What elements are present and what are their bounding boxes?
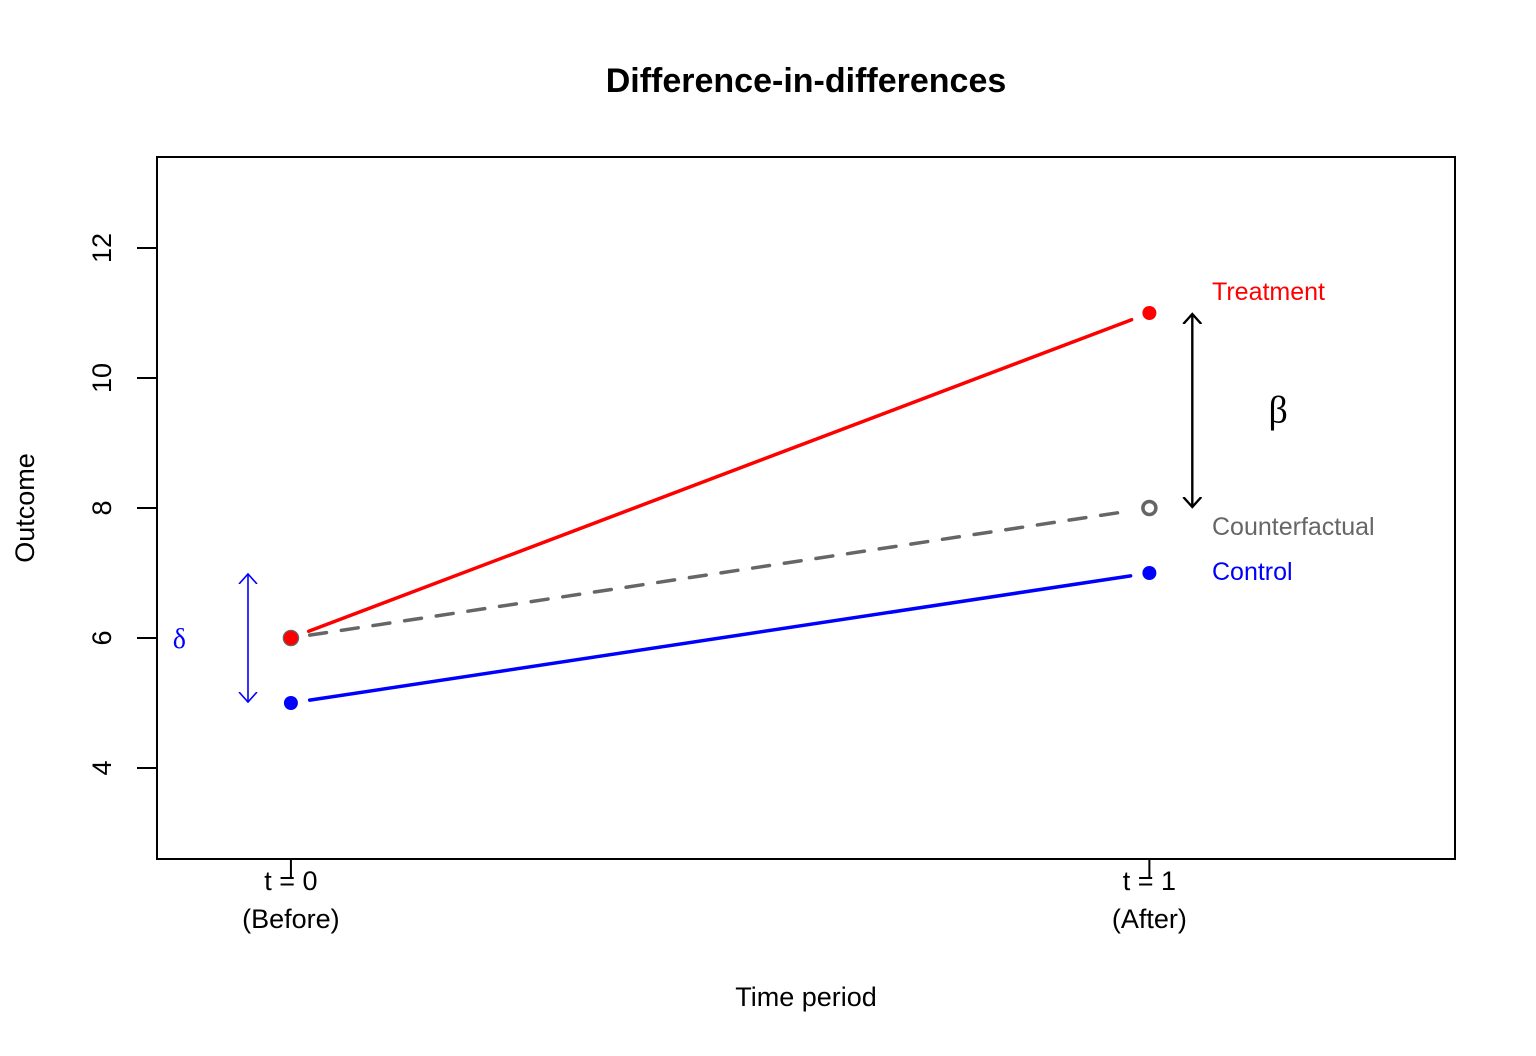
chart-title: Difference-in-differences xyxy=(606,62,1007,100)
y-tick-label: 12 xyxy=(87,233,117,263)
x-tick-label-sub: (Before) xyxy=(242,904,340,934)
control-label: Control xyxy=(1212,558,1293,586)
y-tick-label: 4 xyxy=(87,760,117,775)
treatment-label: Treatment xyxy=(1212,278,1325,306)
annotations: βδ xyxy=(173,314,1288,702)
plot-frame xyxy=(156,156,1456,860)
y-tick-label: 10 xyxy=(87,363,117,393)
y-tick-label: 8 xyxy=(87,500,117,515)
x-tick-label: t = 1 xyxy=(1123,866,1176,896)
series-labels: Counterfactual Treatment Control xyxy=(1212,278,1375,586)
y-axis: 4 6 8 10 12 xyxy=(87,233,157,776)
counterfactual-point xyxy=(1141,499,1158,517)
delta-label: δ xyxy=(173,624,186,655)
control-point xyxy=(1142,566,1157,580)
control-line xyxy=(307,574,1133,702)
x-axis-label: Time period xyxy=(735,982,877,1012)
y-tick-label: 6 xyxy=(87,630,117,645)
beta-label: β xyxy=(1268,390,1287,432)
x-tick-label-sub: (After) xyxy=(1112,904,1187,934)
y-axis-label: Outcome xyxy=(10,453,40,563)
treatment-line xyxy=(306,317,1134,634)
series-points xyxy=(282,306,1158,710)
counterfactual-line xyxy=(307,509,1133,637)
counterfactual-label: Counterfactual xyxy=(1212,513,1375,541)
control-point xyxy=(283,696,298,710)
x-axis: t = 0 (Before) t = 1 (After) xyxy=(242,859,1187,934)
series-lines xyxy=(306,317,1134,702)
treatment-point xyxy=(1142,306,1157,320)
x-tick-label: t = 0 xyxy=(264,866,317,896)
treatment-point xyxy=(283,631,298,645)
